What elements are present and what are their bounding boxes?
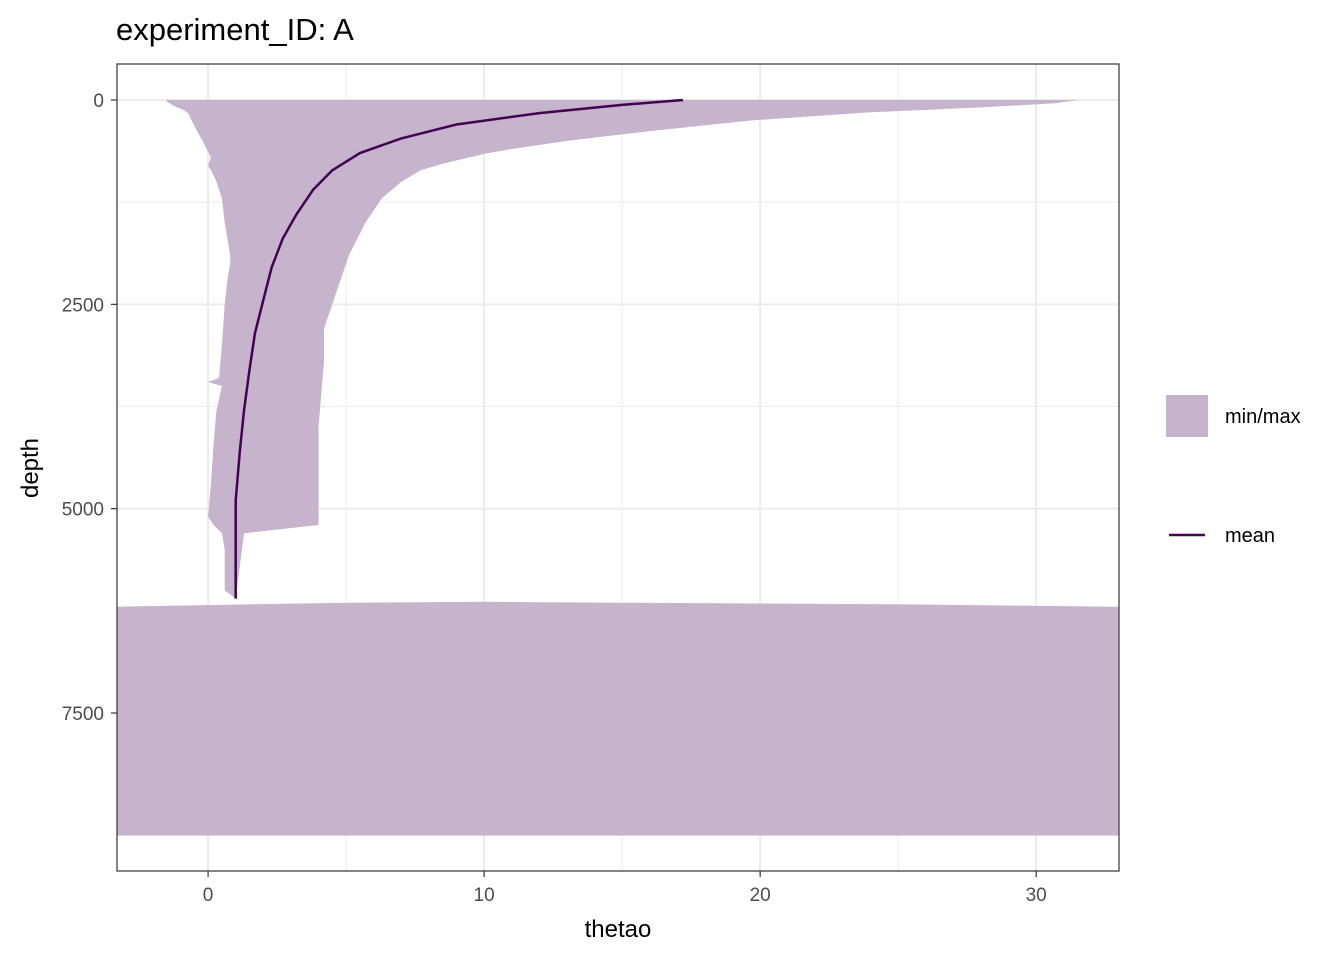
x-tick-label: 0: [203, 885, 214, 906]
y-tick-label: 0: [93, 91, 104, 112]
x-tick-label: 30: [1026, 885, 1047, 906]
x-tick-label: 10: [474, 885, 495, 906]
y-tick-label: 5000: [62, 500, 104, 521]
panel-border: [116, 63, 1120, 872]
y-tick-label: 7500: [62, 704, 104, 725]
mean-line-layer: [234, 98, 684, 599]
plot-panel: [116, 63, 1120, 872]
y-axis: 0 2500 5000 7500: [62, 91, 117, 725]
legend-label-min-max: min/max: [1225, 406, 1301, 428]
legend: min/max mean: [1166, 395, 1301, 547]
x-axis-title: thetao: [585, 916, 652, 943]
x-axis: 0 10 20 30: [203, 871, 1047, 906]
y-axis-title: depth: [17, 438, 44, 498]
band-lower: [117, 601, 1119, 836]
min-max-band: [117, 100, 1119, 836]
legend-label-mean: mean: [1225, 525, 1275, 547]
y-tick-label: 2500: [62, 295, 104, 316]
x-tick-label: 20: [750, 885, 771, 906]
legend-key-min-max: [1166, 395, 1208, 437]
band-upper: [166, 100, 1078, 599]
chart-title: experiment_ID: A: [116, 12, 354, 47]
mean-line: [234, 98, 684, 599]
